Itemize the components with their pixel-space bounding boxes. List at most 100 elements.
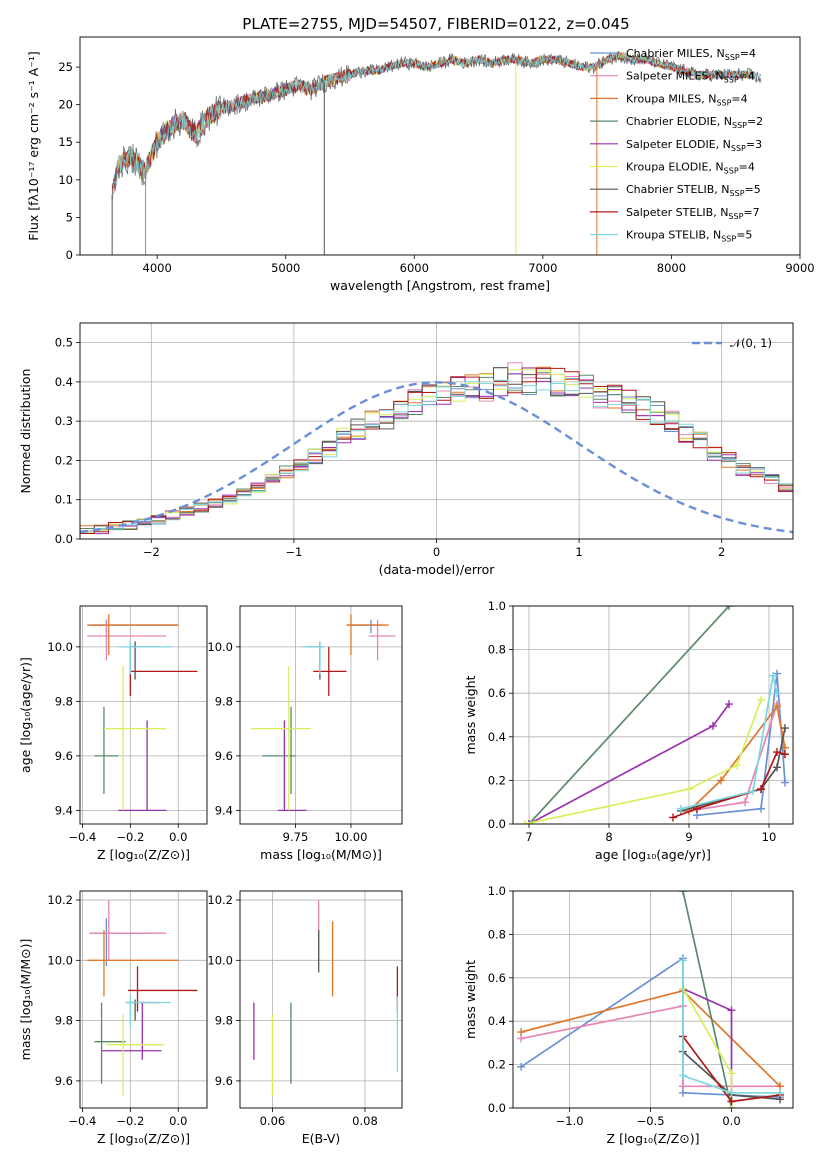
mass-weight-marker-kroupa_stelib xyxy=(727,1088,736,1097)
mass_weight_vs_age-panel: 7 8 9 10 0.0 0.2 0.4 0.6 0.8 1.0 age [log₁₀(age/yr… xyxy=(463,599,794,862)
mass-weight-line-chabrier_elodie xyxy=(528,606,730,824)
age_vs_Z-ylabel: age [log₁₀(age/yr)] xyxy=(18,657,33,773)
mass_weight_vs_age-xtick-label: 7 xyxy=(525,830,532,844)
spectrum-xtick-label: 9000 xyxy=(785,261,814,275)
mass-weight-marker-kroupa_stelib xyxy=(678,956,687,965)
age_vs_mass-xlabel: mass [log₁₀(M/M⊙)] xyxy=(260,847,382,862)
mass_vs_EBV-grid xyxy=(240,891,402,1108)
mass_weight_vs_age-xtick-label: 10 xyxy=(762,830,777,844)
age_vs_mass-xtick-label: 9.75 xyxy=(283,830,309,844)
mass_weight_vs_age-ytick-label: 0.6 xyxy=(488,686,506,700)
spectrum-ytick-label: 20 xyxy=(58,98,73,112)
mass_weight_vs_age-ytick-label: 0.0 xyxy=(488,817,506,831)
histogram-chabrier_stelib xyxy=(80,367,793,539)
mass-weight-line-kroupa_elodie xyxy=(524,699,762,824)
spectrum-legend: Chabrier MILES, NSSP=4 Salpeter MILES, NS… xyxy=(590,47,763,244)
mass-weight-marker-chabrier_elodie xyxy=(678,891,687,895)
histogram-salpeter_stelib xyxy=(80,367,793,539)
mass_vs_Z-xtick-label: −0.4 xyxy=(68,1114,96,1128)
spectrum-xlabel: wavelength [Angstrom, rest frame] xyxy=(330,278,550,293)
age_vs_mass-panel: 9.75 10.00 9.4 9.6 9.8 10.0 mass [log₁₀(M/M⊙)] xyxy=(207,605,403,862)
spectrum-ytick-label: 10 xyxy=(58,173,73,187)
mass_weight_vs_Z-xtick-label: 0.0 xyxy=(722,1114,740,1128)
mass-weight-marker-salpeter_miles xyxy=(741,798,749,807)
spectrum-ytick-label: 0 xyxy=(66,248,73,262)
age_vs_mass-frame xyxy=(239,605,403,825)
mass-weight-line-kroupa_stelib xyxy=(682,960,781,1094)
mass_vs_EBV-xtick-label: 0.08 xyxy=(352,1114,378,1128)
mass_weight_vs_age-xlabel: age [log₁₀(age/yr)] xyxy=(595,847,711,862)
mass_vs_EBV-xtick-label: 0.06 xyxy=(260,1114,286,1128)
residuals-xtick-label: −2 xyxy=(143,545,160,559)
mass_vs_Z-xlabel: Z [log₁₀(Z/Z⊙)] xyxy=(97,1131,190,1146)
age_vs_mass-ytick-label: 9.6 xyxy=(215,749,233,763)
mass-weight-marker-kroupa_miles xyxy=(717,776,725,785)
age_vs_Z-ytick-label: 9.8 xyxy=(55,694,73,708)
mass-weight-marker-salpeter_stelib xyxy=(693,804,701,813)
spectrum-xtick-label: 5000 xyxy=(271,261,300,275)
mass-weight-marker-kroupa_elodie xyxy=(727,1069,736,1078)
mass_vs_EBV-frame xyxy=(239,890,403,1109)
gaussian-curve xyxy=(80,381,793,534)
mass-weight-marker-kroupa_stelib xyxy=(749,787,757,796)
mass-weight-marker-kroupa_elodie xyxy=(685,785,693,794)
mass-weight-marker-chabrier_miles xyxy=(781,778,789,787)
mass-weight-marker-salpeter_elodie xyxy=(709,721,717,730)
spectrum-xtick-label: 7000 xyxy=(528,261,557,275)
residuals-ytick-label: 0.0 xyxy=(55,532,73,546)
mass_vs_Z-ytick-label: 10.0 xyxy=(47,953,73,967)
mass-weight-marker-salpeter_elodie xyxy=(525,820,533,824)
age_vs_Z-xtick-label: −0.2 xyxy=(116,830,144,844)
spectrum-xtick-label: 8000 xyxy=(657,261,686,275)
spectrum-series-salpeter_stelib xyxy=(111,53,755,198)
mass-weight-marker-salpeter_miles xyxy=(678,1082,687,1091)
mass_weight_vs_Z-plot-area xyxy=(517,891,785,1108)
mass-weight-marker-chabrier_stelib xyxy=(773,763,781,772)
legend-label: Chabrier STELIB, NSSP=5 xyxy=(626,183,761,198)
mass_weight_vs_age-ytick-label: 0.4 xyxy=(488,730,506,744)
age_vs_mass-ytick-label: 10.0 xyxy=(207,640,233,654)
residuals-xlabel: (data-model)/error xyxy=(379,562,496,577)
legend-label: Chabrier ELODIE, NSSP=2 xyxy=(626,115,763,130)
legend-label: Salpeter ELODIE, NSSP=3 xyxy=(626,138,762,153)
mass_weight_vs_Z-ytick-label: 0.2 xyxy=(488,1058,506,1072)
mass-weight-marker-chabrier_elodie xyxy=(725,606,733,610)
mass_weight_vs_age-ytick-label: 0.2 xyxy=(488,773,506,787)
mass_weight_vs_Z-ylabel: mass weight xyxy=(463,960,478,1039)
age_vs_Z-panel: −0.4 −0.2 0.0 9.4 9.6 9.8 10.0 Z [log₁₀(Z/Z⊙)] a… xyxy=(18,605,208,862)
mass-weight-line-kroupa_miles xyxy=(688,704,786,812)
mass_weight_vs_Z-ytick-label: 0.8 xyxy=(488,927,506,941)
mass_weight_vs_age-frame xyxy=(512,605,794,825)
mass_weight_vs_age-ytick-label: 0.8 xyxy=(488,643,506,657)
mass-weight-marker-kroupa_miles xyxy=(517,1028,526,1037)
age_vs_Z-xtick-label: −0.4 xyxy=(68,830,96,844)
mass_vs_Z-ylabel: mass [log₁₀(M/M⊙)] xyxy=(18,939,33,1061)
mass_vs_Z-xtick-label: 0.0 xyxy=(169,1114,187,1128)
residuals-ytick-label: 0.3 xyxy=(55,414,73,428)
age_vs_Z-xtick-label: 0.0 xyxy=(169,830,187,844)
residuals-xtick-label: 1 xyxy=(575,545,582,559)
age_vs_mass-xtick-label: 10.00 xyxy=(334,830,367,844)
mass-weight-line-kroupa_stelib xyxy=(680,675,778,810)
residuals-ylabel: Normed distribution xyxy=(18,369,33,494)
mass_vs_EBV-ytick-label: 9.6 xyxy=(215,1074,233,1088)
mass-weight-marker-kroupa_stelib xyxy=(677,804,685,813)
mass-weight-marker-salpeter_elodie xyxy=(727,1006,736,1015)
mass-weight-marker-salpeter_elodie xyxy=(725,700,733,709)
age_vs_Z-frame xyxy=(79,605,208,825)
legend-label: Salpeter MILES, NSSP=4 xyxy=(626,70,755,85)
residuals-panel: −2 −1 0 1 2 0.0 0.1 0.2 0.3 0.4 0.5 (data-model)/er… xyxy=(18,322,794,577)
legend-label: Kroupa STELIB, NSSP=5 xyxy=(626,229,752,244)
mass_vs_EBV-plot-area xyxy=(253,900,399,1096)
mass-weight-marker-chabrier_miles xyxy=(757,804,765,813)
mass_weight_vs_Z-xlabel: Z [log₁₀(Z/Z⊙)] xyxy=(607,1131,700,1146)
legend-label: Chabrier MILES, NSSP=4 xyxy=(626,47,756,62)
spectrum-ytick-label: 15 xyxy=(58,135,73,149)
mass_weight_vs_age-xtick-label: 9 xyxy=(685,830,692,844)
mass_weight_vs_age-xtick-label: 8 xyxy=(605,830,612,844)
age_vs_mass-ytick-label: 9.8 xyxy=(215,694,233,708)
mass_vs_Z-frame xyxy=(79,890,208,1109)
mass_vs_Z-ytick-label: 10.2 xyxy=(47,893,73,907)
